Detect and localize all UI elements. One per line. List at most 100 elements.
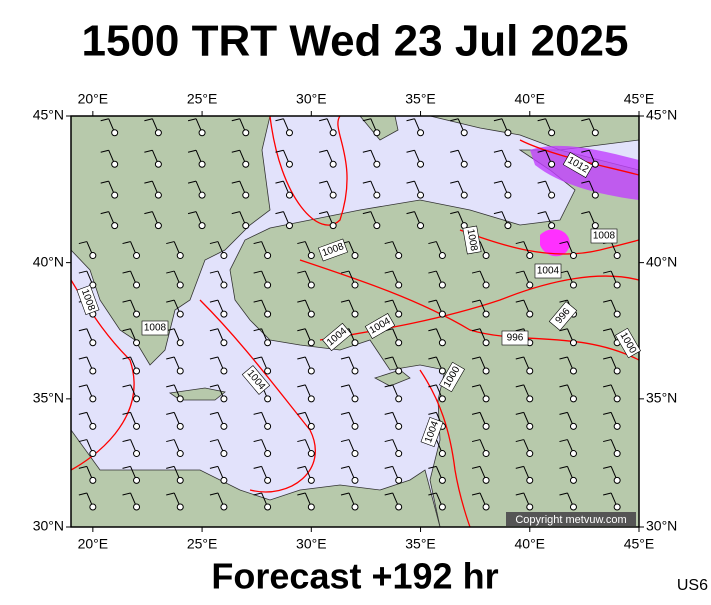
station: [242, 129, 250, 137]
station: [198, 129, 206, 137]
barb-flag: [559, 492, 568, 496]
station: [395, 395, 403, 403]
lat-label: 40°N: [646, 253, 677, 269]
isobar-label: 1008: [465, 228, 480, 252]
station: [220, 281, 228, 289]
station: [89, 281, 97, 289]
barb-flag: [581, 211, 590, 215]
lon-label: 20°E: [78, 536, 109, 552]
barb-flag: [231, 180, 240, 184]
station: [111, 129, 119, 137]
station: [307, 395, 315, 403]
station: [154, 160, 162, 168]
barb-flag: [450, 180, 459, 184]
station: [548, 160, 556, 168]
barb-flag: [209, 270, 219, 274]
crimea: [359, 116, 399, 141]
barb-flag: [319, 180, 328, 184]
barb-flag: [603, 356, 612, 360]
lon-label: 40°E: [515, 536, 546, 552]
barb-flag: [78, 241, 87, 245]
barb-flag: [231, 149, 240, 153]
station: [351, 310, 359, 318]
station: [220, 450, 228, 458]
isobar-label-group: 1008: [590, 228, 618, 244]
barb-flag: [122, 299, 131, 303]
barb-flag: [471, 270, 481, 274]
station: [613, 367, 621, 375]
barb-flag: [78, 356, 87, 360]
barb-flag: [384, 270, 393, 274]
station: [504, 191, 512, 199]
isobar-label-group: 1008: [141, 320, 169, 336]
barb-flag: [340, 492, 350, 496]
station: [351, 476, 359, 484]
barb-flag: [362, 118, 371, 122]
barb-flag: [78, 328, 87, 332]
barb-flag: [581, 180, 590, 184]
station: [264, 281, 272, 289]
barb-flag: [297, 270, 306, 274]
barb-flag: [384, 241, 393, 245]
barb-flag: [406, 180, 415, 184]
station: [89, 476, 97, 484]
station: [285, 160, 293, 168]
station: [417, 160, 425, 168]
barb-flag: [100, 180, 109, 184]
barb-flag: [362, 211, 371, 215]
station: [395, 503, 403, 511]
station: [285, 222, 293, 230]
station: [89, 422, 97, 430]
barb-flag: [384, 465, 393, 469]
station: [482, 310, 490, 318]
barb-flag: [122, 270, 131, 274]
barb-flag: [166, 241, 175, 245]
barb-flag: [144, 149, 153, 153]
barb-flag: [144, 180, 153, 184]
barb-flag: [493, 211, 503, 215]
station: [133, 450, 141, 458]
map-labels: 20°E 20°E 25°E 25°E 30°E 30°E 35°E 35°E 40°E 40°E…: [33, 91, 678, 552]
barb-flag: [340, 465, 350, 469]
barb-flag: [428, 356, 437, 360]
barb-flag: [450, 118, 459, 122]
station: [395, 367, 403, 375]
lon-label: 30°E: [296, 91, 327, 107]
barb-flag: [515, 270, 524, 274]
station: [417, 129, 425, 137]
barb-flag: [493, 118, 503, 122]
barb-flag: [559, 356, 568, 360]
station: [307, 476, 315, 484]
station: [438, 339, 446, 347]
station: [504, 222, 512, 230]
barb-flag: [144, 211, 153, 215]
station: [154, 191, 162, 199]
station: [613, 450, 621, 458]
station: [154, 222, 162, 230]
barb-flag: [428, 328, 437, 332]
barb-flag: [78, 270, 87, 274]
station: [285, 191, 293, 199]
station: [133, 252, 141, 260]
barb-flag: [340, 270, 350, 274]
station: [198, 222, 206, 230]
barb-flag: [78, 465, 87, 469]
station: [307, 252, 315, 260]
barb-flag: [253, 465, 262, 469]
precip-area: [540, 229, 570, 257]
barb-flag: [275, 211, 284, 215]
station: [482, 422, 490, 430]
lat-label: 35°N: [646, 390, 677, 406]
barb-flag: [275, 180, 284, 184]
station: [395, 310, 403, 318]
copyright: Copyright metvuw.com: [515, 514, 626, 526]
isobar-label-box: [462, 225, 482, 255]
barb-flag: [340, 384, 350, 388]
station: [526, 476, 534, 484]
barb-flag: [187, 149, 197, 153]
barb-flag: [297, 356, 306, 360]
copyright-box: [506, 512, 636, 526]
station: [264, 395, 272, 403]
barb-flag: [297, 465, 306, 469]
lon-label: 40°E: [515, 91, 546, 107]
